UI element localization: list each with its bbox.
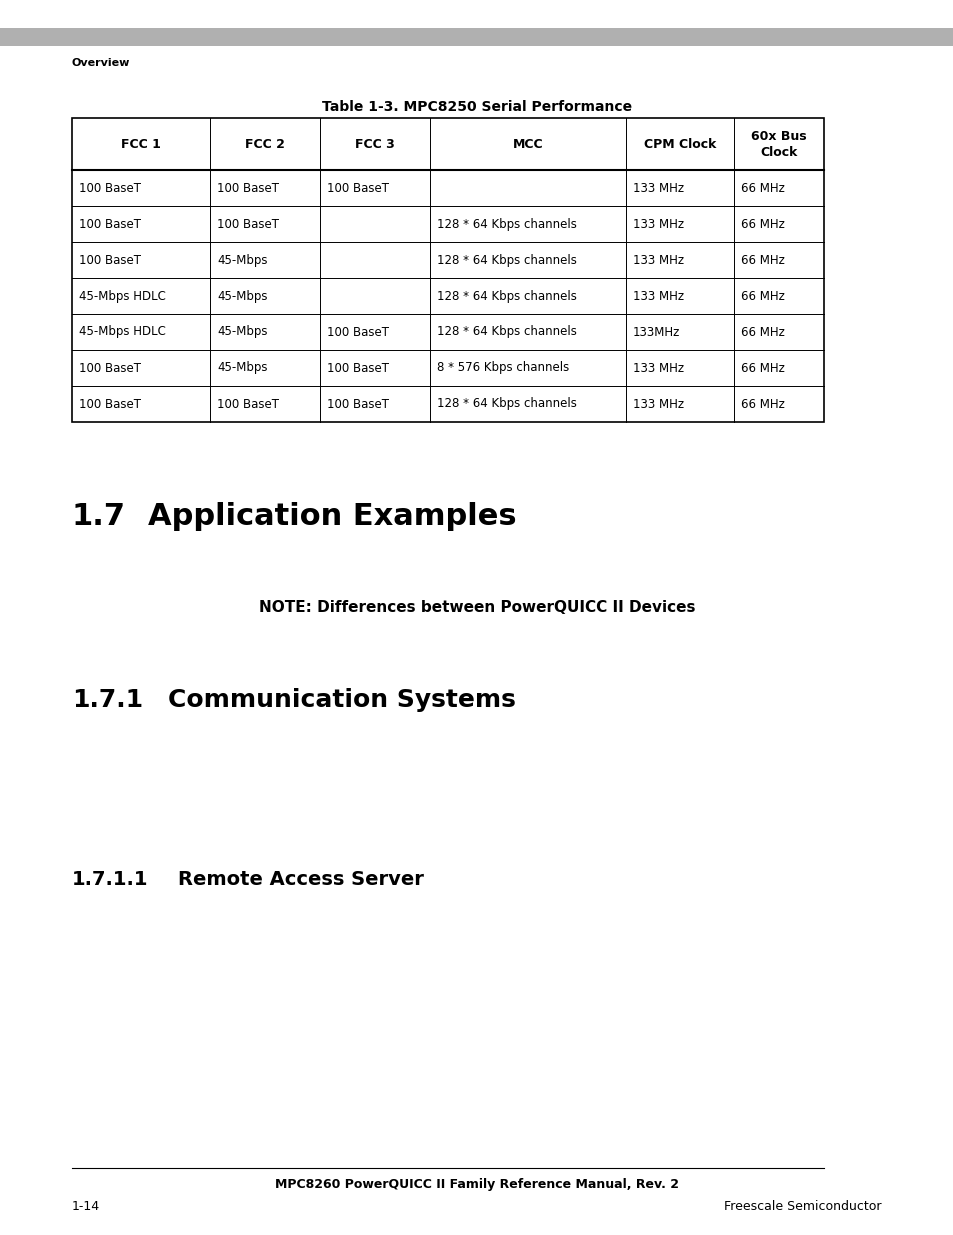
Text: Freescale Semiconductor: Freescale Semiconductor bbox=[723, 1200, 882, 1213]
Text: 128 * 64 Kbps channels: 128 * 64 Kbps channels bbox=[436, 289, 577, 303]
Text: MPC8260 PowerQUICC II Family Reference Manual, Rev. 2: MPC8260 PowerQUICC II Family Reference M… bbox=[274, 1178, 679, 1191]
Text: Application Examples: Application Examples bbox=[148, 501, 517, 531]
Text: 45-Mbps: 45-Mbps bbox=[216, 289, 267, 303]
Text: 100 BaseT: 100 BaseT bbox=[79, 217, 141, 231]
Text: 66 MHz: 66 MHz bbox=[740, 326, 784, 338]
Bar bbox=[71, 119, 823, 422]
Text: 100 BaseT: 100 BaseT bbox=[216, 182, 278, 194]
Text: 100 BaseT: 100 BaseT bbox=[216, 398, 278, 410]
Text: NOTE: Differences between PowerQUICC II Devices: NOTE: Differences between PowerQUICC II … bbox=[258, 600, 695, 615]
Text: 66 MHz: 66 MHz bbox=[740, 217, 784, 231]
Text: 45-Mbps HDLC: 45-Mbps HDLC bbox=[79, 326, 166, 338]
Text: 100 BaseT: 100 BaseT bbox=[216, 217, 278, 231]
Text: 66 MHz: 66 MHz bbox=[740, 253, 784, 267]
Text: Communication Systems: Communication Systems bbox=[168, 688, 516, 713]
Text: Table 1-3. MPC8250 Serial Performance: Table 1-3. MPC8250 Serial Performance bbox=[321, 100, 632, 114]
Text: 1.7.1.1: 1.7.1.1 bbox=[71, 869, 149, 889]
Text: 45-Mbps: 45-Mbps bbox=[216, 253, 267, 267]
Text: 100 BaseT: 100 BaseT bbox=[327, 326, 389, 338]
Text: FCC 3: FCC 3 bbox=[355, 137, 395, 151]
Text: 133 MHz: 133 MHz bbox=[633, 253, 683, 267]
Text: 100 BaseT: 100 BaseT bbox=[327, 398, 389, 410]
Text: 1.7.1: 1.7.1 bbox=[71, 688, 143, 713]
Text: 133 MHz: 133 MHz bbox=[633, 362, 683, 374]
Text: 100 BaseT: 100 BaseT bbox=[79, 362, 141, 374]
Text: 66 MHz: 66 MHz bbox=[740, 362, 784, 374]
Text: FCC 1: FCC 1 bbox=[121, 137, 161, 151]
Text: 45-Mbps HDLC: 45-Mbps HDLC bbox=[79, 289, 166, 303]
Text: 128 * 64 Kbps channels: 128 * 64 Kbps channels bbox=[436, 398, 577, 410]
Text: MCC: MCC bbox=[512, 137, 543, 151]
Text: 66 MHz: 66 MHz bbox=[740, 289, 784, 303]
Text: 100 BaseT: 100 BaseT bbox=[79, 398, 141, 410]
Text: 1-14: 1-14 bbox=[71, 1200, 100, 1213]
Text: 128 * 64 Kbps channels: 128 * 64 Kbps channels bbox=[436, 253, 577, 267]
Text: 1.7: 1.7 bbox=[71, 501, 126, 531]
Text: FCC 2: FCC 2 bbox=[245, 137, 285, 151]
Text: 45-Mbps: 45-Mbps bbox=[216, 326, 267, 338]
Text: 8 * 576 Kbps channels: 8 * 576 Kbps channels bbox=[436, 362, 569, 374]
Text: 66 MHz: 66 MHz bbox=[740, 398, 784, 410]
Text: 133 MHz: 133 MHz bbox=[633, 182, 683, 194]
Text: 133 MHz: 133 MHz bbox=[633, 217, 683, 231]
Text: CPM Clock: CPM Clock bbox=[643, 137, 716, 151]
Text: 128 * 64 Kbps channels: 128 * 64 Kbps channels bbox=[436, 326, 577, 338]
Bar bbox=[0, 28, 953, 46]
Text: 100 BaseT: 100 BaseT bbox=[79, 253, 141, 267]
Text: 66 MHz: 66 MHz bbox=[740, 182, 784, 194]
Text: 45-Mbps: 45-Mbps bbox=[216, 362, 267, 374]
Text: Remote Access Server: Remote Access Server bbox=[178, 869, 423, 889]
Text: 100 BaseT: 100 BaseT bbox=[327, 362, 389, 374]
Text: 100 BaseT: 100 BaseT bbox=[79, 182, 141, 194]
Text: 60x Bus
Clock: 60x Bus Clock bbox=[750, 130, 806, 158]
Text: 133 MHz: 133 MHz bbox=[633, 398, 683, 410]
Text: 133MHz: 133MHz bbox=[633, 326, 679, 338]
Text: 128 * 64 Kbps channels: 128 * 64 Kbps channels bbox=[436, 217, 577, 231]
Text: Overview: Overview bbox=[71, 58, 131, 68]
Text: 100 BaseT: 100 BaseT bbox=[327, 182, 389, 194]
Text: 133 MHz: 133 MHz bbox=[633, 289, 683, 303]
